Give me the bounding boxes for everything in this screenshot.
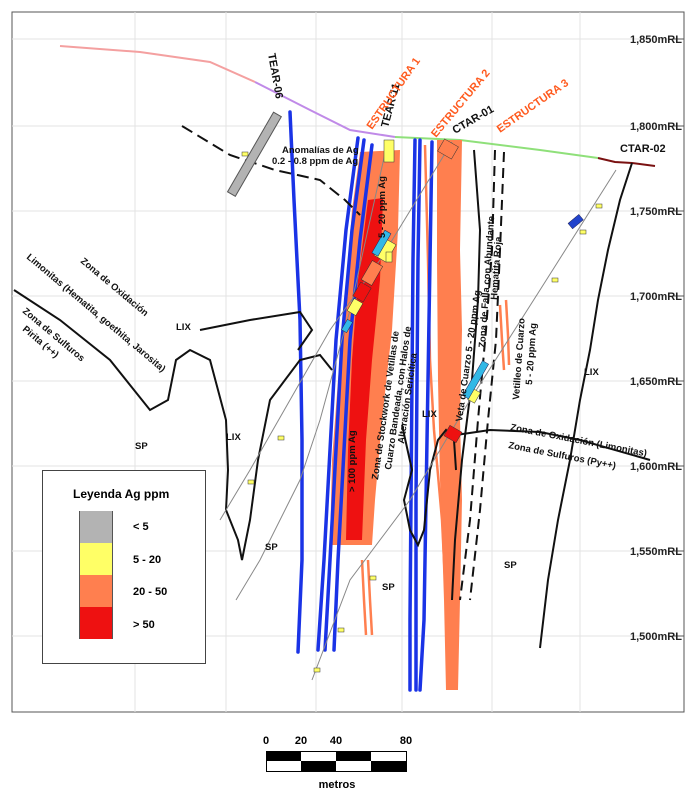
lix-1: LIX — [176, 322, 191, 333]
elev-1600: 1,600mRL — [630, 461, 682, 473]
trace-tear-11 — [235, 139, 389, 601]
elev-1700: 1,700mRL — [630, 291, 682, 303]
anomalias-line1: Anomalías de Ag — [282, 145, 359, 156]
legend-label-gt50: > 50 — [133, 619, 155, 631]
ag-gt-100: > 100 ppm Ag — [347, 430, 358, 492]
legend-label-20-50: 20 - 50 — [133, 586, 168, 598]
elev-1650: 1,650mRL — [630, 376, 682, 388]
legend-label-lt5: < 5 — [133, 521, 149, 533]
scale-tick-20: 20 — [294, 735, 308, 747]
elevation-labels: 1,850mRL 1,800mRL 1,750mRL 1,700mRL 1,65… — [630, 34, 682, 643]
legend-label-5-20: 5 - 20 — [133, 554, 162, 566]
vetilleo-line2: 5 - 20 ppm Ag — [524, 322, 539, 385]
falla-line2: Hematita Roja — [489, 236, 504, 301]
scale-unit: metros — [318, 779, 356, 791]
legend-swatch-5-20 — [79, 543, 113, 575]
blue-structure-4 — [332, 143, 374, 652]
sp-4: SP — [504, 560, 517, 571]
ctar02-trace-black — [539, 162, 633, 649]
scale-tick-80: 80 — [399, 735, 413, 747]
ag-5-20-vertical: 5 - 20 ppm Ag — [377, 176, 388, 238]
sp-1: SP — [135, 441, 148, 452]
anomalias-line2: 0.2 - 0.8 ppm de Ag — [272, 156, 358, 167]
fault-dashed-1 — [181, 125, 361, 216]
blue-structure-7 — [418, 140, 434, 692]
topo-end — [597, 157, 656, 167]
elev-1550: 1,550mRL — [630, 546, 682, 558]
cyan-intervals — [341, 214, 584, 400]
scale-bar-graphic — [266, 751, 407, 772]
lix-4: LIX — [584, 367, 599, 378]
topography — [59, 45, 656, 167]
geologic-contacts — [13, 125, 651, 649]
assay-intervals — [241, 138, 603, 673]
scale-tick-40: 40 — [329, 735, 343, 747]
blue-structure-2 — [316, 136, 360, 652]
scale-bar: 0 20 40 80 metros — [262, 735, 412, 795]
sp-3: SP — [382, 582, 395, 593]
oxidation-contact-left — [13, 289, 333, 561]
oxidation-contact-right — [455, 428, 651, 461]
topo-pink — [59, 45, 256, 83]
legend-swatch-20-50 — [79, 575, 113, 607]
trace-ctar-02 — [311, 169, 617, 681]
tear-06-hole — [226, 111, 283, 198]
legend-swatch-lt5 — [79, 511, 113, 543]
elev-1500: 1,500mRL — [630, 631, 682, 643]
legend: Leyenda Ag ppm < 5 5 - 20 20 - 50 > 50 — [42, 470, 206, 664]
blue-structure-6 — [414, 138, 422, 692]
elev-1750: 1,750mRL — [630, 206, 682, 218]
trace-ctar-01 — [219, 141, 453, 521]
red-zone-core — [346, 198, 383, 540]
blue-structure-5 — [408, 138, 417, 692]
elev-1850: 1,850mRL — [630, 34, 682, 46]
orange-veins — [360, 144, 511, 641]
lix-3: LIX — [422, 409, 437, 420]
elevation-ticks — [672, 38, 684, 637]
legend-title: Leyenda Ag ppm — [73, 487, 170, 501]
grid — [12, 12, 684, 712]
blue-structure-3 — [323, 138, 366, 652]
drillhole-traces — [219, 139, 617, 681]
topo-green — [394, 136, 599, 159]
blue-structures — [288, 110, 434, 692]
legend-swatch-gt50 — [79, 607, 113, 639]
scale-tick-0: 0 — [262, 735, 270, 747]
lix-pocket — [199, 310, 314, 351]
lix-2: LIX — [226, 432, 241, 443]
sp-2: SP — [265, 542, 278, 553]
label-ctar-02: CTAR-02 — [620, 143, 666, 155]
fault-dashed-3 — [469, 151, 505, 601]
elev-1800: 1,800mRL — [630, 121, 682, 133]
topo-violet — [254, 81, 396, 138]
